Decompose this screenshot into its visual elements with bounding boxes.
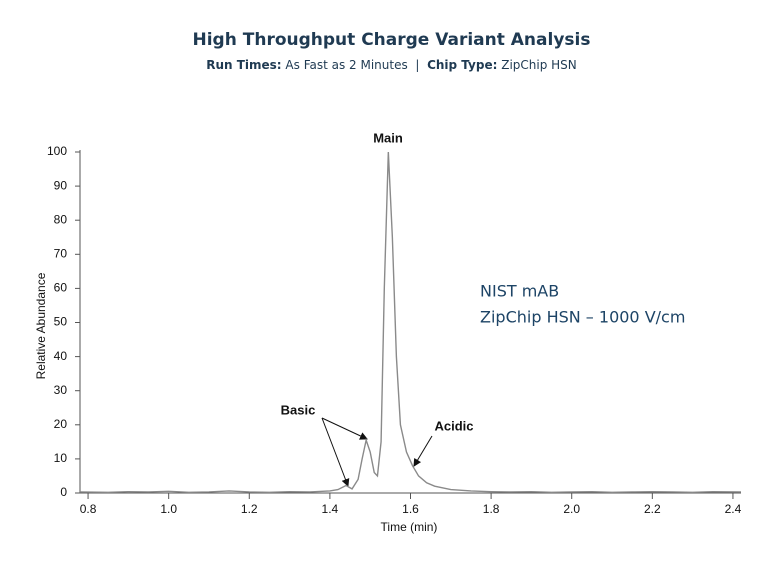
chart-subtitle: Run Times: As Fast as 2 Minutes | Chip T…	[0, 58, 783, 72]
y-tick-label: 0	[60, 485, 67, 499]
y-tick-label: 60	[54, 281, 68, 295]
y-tick-label: 20	[54, 417, 68, 431]
y-tick-label: 30	[54, 383, 68, 397]
arrow	[413, 435, 433, 467]
y-axis-label: Relative Abundance	[34, 272, 48, 379]
y-tick-label: 50	[54, 315, 68, 329]
arrow	[321, 417, 368, 440]
x-tick-label: 1.0	[160, 502, 177, 516]
x-tick-label: 0.8	[80, 502, 97, 516]
x-tick-label: 2.4	[725, 502, 742, 516]
note: NIST mAB	[480, 282, 559, 301]
annotation: Acidic	[434, 418, 473, 433]
y-tick-label: 10	[54, 451, 68, 465]
x-tick-label: 1.8	[483, 502, 500, 516]
note: ZipChip HSN – 1000 V/cm	[480, 308, 685, 327]
x-tick-label: 2.2	[644, 502, 661, 516]
subtitle-label: Run Times:	[206, 58, 282, 72]
trace	[79, 151, 742, 494]
subtitle-text: ZipChip HSN	[501, 58, 577, 72]
x-tick-label: 1.2	[241, 502, 258, 516]
x-tick-label: 1.4	[322, 502, 339, 516]
y-tick-label: 100	[47, 144, 67, 158]
annotation: Main	[373, 130, 403, 145]
y-tick-label: 70	[54, 246, 68, 260]
header: High Throughput Charge Variant Analysis …	[0, 30, 783, 72]
x-axis-label: Time (min)	[381, 520, 438, 534]
x-tick-label: 2.0	[563, 502, 580, 516]
subtitle-text: As Fast as 2 Minutes	[285, 58, 408, 72]
x-tick-label: 1.6	[402, 502, 419, 516]
chart-title: High Throughput Charge Variant Analysis	[192, 30, 591, 50]
y-tick-label: 80	[54, 212, 68, 226]
arrow	[321, 417, 350, 487]
subtitle-label: Chip Type:	[427, 58, 498, 72]
annotation: Basic	[281, 402, 316, 417]
subtitle-separator: |	[415, 58, 420, 72]
y-tick-label: 90	[54, 178, 68, 192]
y-tick-label: 40	[54, 349, 68, 363]
